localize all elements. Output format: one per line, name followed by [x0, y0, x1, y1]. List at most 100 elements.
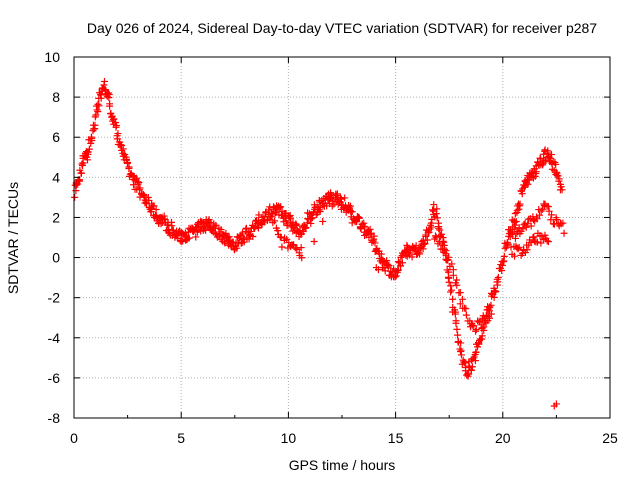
data-point	[478, 332, 486, 340]
data-point	[544, 147, 552, 155]
data-point	[530, 233, 538, 241]
data-point	[515, 205, 523, 213]
chart-title: Day 026 of 2024, Sidereal Day-to-day VTE…	[87, 20, 597, 36]
data-point	[227, 242, 235, 250]
data-point	[324, 190, 332, 198]
data-point	[274, 227, 282, 235]
data-point	[432, 232, 440, 240]
data-point	[293, 221, 301, 229]
data-point	[539, 161, 547, 169]
data-point	[533, 238, 541, 246]
data-point	[514, 245, 522, 253]
data-point	[405, 251, 413, 259]
y-tick-label: -2	[48, 290, 61, 306]
data-point	[242, 224, 250, 232]
data-point	[302, 223, 310, 231]
data-point	[548, 159, 556, 167]
data-point	[325, 196, 333, 204]
data-point	[537, 239, 545, 247]
data-point	[521, 182, 529, 190]
data-point	[490, 293, 498, 301]
data-point	[201, 223, 209, 231]
data-point	[123, 159, 131, 167]
data-point	[445, 253, 453, 261]
data-point	[150, 202, 158, 210]
data-point	[132, 174, 140, 182]
data-point	[346, 202, 354, 210]
data-point	[462, 305, 470, 313]
data-point	[360, 222, 368, 230]
data-point	[553, 216, 561, 224]
data-point	[290, 241, 298, 249]
data-point	[529, 234, 537, 242]
data-point	[447, 288, 455, 296]
data-point	[462, 311, 470, 319]
data-point	[184, 228, 192, 236]
data-point	[231, 245, 239, 253]
data-point	[310, 238, 318, 246]
data-point	[356, 224, 364, 232]
data-point	[448, 286, 456, 294]
data-point	[433, 205, 441, 213]
data-point	[401, 247, 409, 255]
data-point	[431, 235, 439, 243]
data-point	[239, 236, 247, 244]
data-point	[472, 326, 480, 334]
data-point	[457, 339, 465, 347]
data-point	[540, 150, 548, 158]
data-point	[494, 273, 502, 281]
data-point	[88, 137, 96, 145]
data-point	[461, 359, 469, 367]
data-point	[211, 225, 219, 233]
data-point	[511, 234, 519, 242]
data-point	[319, 201, 327, 209]
data-point	[443, 256, 451, 264]
x-tick-label: 15	[388, 430, 404, 446]
data-point	[164, 221, 172, 229]
y-tick-label: 6	[52, 129, 60, 145]
data-point	[540, 157, 548, 165]
x-tick-label: 20	[495, 430, 511, 446]
data-point	[509, 230, 517, 238]
data-point	[89, 121, 97, 129]
data-point	[427, 223, 435, 231]
data-point	[365, 227, 373, 235]
data-point	[106, 100, 114, 108]
data-point	[287, 223, 295, 231]
data-point	[539, 205, 547, 213]
data-point	[127, 171, 135, 179]
data-point	[553, 169, 561, 177]
data-point	[552, 171, 560, 179]
data-point	[219, 231, 227, 239]
data-point	[337, 205, 345, 213]
x-axis-label: GPS time / hours	[289, 457, 396, 473]
data-point	[514, 202, 522, 210]
x-tick-label: 25	[602, 430, 618, 446]
data-point	[522, 223, 530, 231]
data-point	[123, 155, 131, 163]
data-point	[131, 185, 139, 193]
data-point	[246, 228, 254, 236]
x-tick-label: 5	[177, 430, 185, 446]
data-point	[273, 204, 281, 212]
data-point	[433, 214, 441, 222]
data-point	[304, 209, 312, 217]
data-point	[409, 242, 417, 250]
data-point	[500, 257, 508, 265]
data-point	[403, 241, 411, 249]
data-point	[125, 163, 133, 171]
data-point	[511, 218, 519, 226]
data-point	[271, 217, 279, 225]
data-point	[560, 229, 568, 237]
data-point	[310, 201, 318, 209]
data-point	[485, 314, 493, 322]
data-point	[420, 239, 428, 247]
data-point	[527, 239, 535, 247]
data-point	[278, 243, 286, 251]
data-point	[498, 261, 506, 269]
data-point	[276, 233, 284, 241]
data-point	[171, 233, 179, 241]
data-point	[308, 214, 316, 222]
data-point	[472, 348, 480, 356]
data-point	[519, 225, 527, 233]
